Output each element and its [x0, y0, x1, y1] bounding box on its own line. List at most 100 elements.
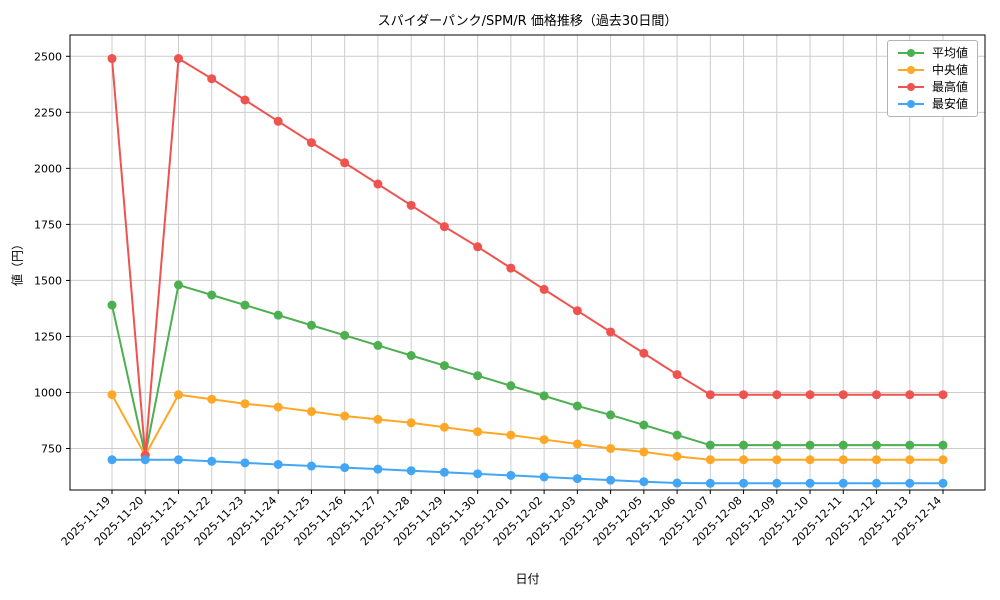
data-point-max — [539, 284, 549, 294]
data-point-median — [207, 394, 217, 404]
data-point-min — [373, 464, 383, 474]
data-point-min — [439, 467, 449, 477]
data-point-max — [772, 390, 782, 400]
legend-marker-min — [897, 100, 924, 108]
data-point-min — [273, 459, 283, 469]
y-tick-label: 1000 — [34, 387, 62, 400]
data-point-min — [772, 478, 782, 488]
series-line-average — [111, 283, 943, 457]
data-point-min — [240, 458, 250, 468]
data-point-max — [207, 74, 217, 84]
data-point-average — [838, 440, 848, 450]
data-point-max — [506, 263, 516, 273]
data-point-min — [539, 472, 549, 482]
data-point-median — [639, 447, 649, 457]
data-point-median — [173, 390, 183, 400]
data-point-average — [705, 440, 715, 450]
data-point-min — [406, 466, 416, 476]
data-point-min — [140, 455, 150, 465]
data-point-min — [905, 478, 915, 488]
y-axis-ticks: 750 1000 1250 1500 1750 2000 2250 2500 — [34, 50, 70, 456]
data-point-median — [872, 455, 882, 465]
legend-marker-average — [897, 49, 924, 57]
data-point-median — [506, 430, 516, 440]
data-point-median — [473, 427, 483, 437]
data-point-min — [838, 478, 848, 488]
legend-label-average: 平均値 — [931, 46, 968, 60]
data-point-median — [606, 444, 616, 454]
data-point-max — [173, 54, 183, 64]
series-line-max — [111, 57, 943, 457]
data-point-max — [473, 242, 483, 252]
data-point-min — [938, 478, 948, 488]
data-point-average — [905, 440, 915, 450]
data-point-average — [772, 440, 782, 450]
y-tick-label: 1750 — [34, 218, 62, 231]
y-tick-label: 2250 — [34, 106, 62, 119]
data-point-average — [473, 371, 483, 381]
data-point-max — [705, 390, 715, 400]
y-tick-label: 750 — [41, 443, 62, 456]
data-point-average — [872, 440, 882, 450]
y-tick-label: 1250 — [34, 330, 62, 343]
data-point-max — [606, 327, 616, 337]
grid-lines — [70, 35, 985, 490]
data-point-min — [107, 455, 117, 465]
data-point-median — [805, 455, 815, 465]
data-point-min — [572, 474, 582, 484]
data-point-max — [439, 222, 449, 232]
data-point-median — [539, 435, 549, 445]
data-point-median — [838, 455, 848, 465]
data-point-min — [639, 477, 649, 487]
data-point-max — [872, 390, 882, 400]
x-axis-label: 日付 — [515, 572, 540, 586]
y-tick-label: 1500 — [34, 274, 62, 287]
data-point-min — [872, 478, 882, 488]
data-point-max — [406, 200, 416, 210]
data-point-average — [672, 430, 682, 440]
data-point-min — [306, 461, 316, 471]
data-point-median — [306, 407, 316, 417]
data-point-median — [439, 422, 449, 432]
data-point-min — [473, 469, 483, 479]
data-point-average — [506, 381, 516, 391]
data-point-average — [805, 440, 815, 450]
data-point-average — [639, 420, 649, 430]
legend-item-average: 平均値 — [897, 47, 968, 59]
data-point-median — [938, 455, 948, 465]
data-point-median — [705, 455, 715, 465]
data-point-average — [938, 440, 948, 450]
data-point-max — [340, 158, 350, 168]
data-point-average — [273, 310, 283, 320]
legend-marker-median — [897, 66, 924, 74]
data-point-median — [672, 451, 682, 461]
data-point-min — [340, 463, 350, 473]
data-point-max — [273, 116, 283, 126]
data-point-average — [539, 391, 549, 401]
data-point-average — [340, 330, 350, 340]
series-line-min — [112, 458, 943, 485]
data-point-min — [705, 478, 715, 488]
y-tick-label: 2000 — [34, 162, 62, 175]
data-point-median — [340, 411, 350, 421]
data-point-max — [938, 390, 948, 400]
legend-marker-max — [897, 83, 924, 91]
data-point-average — [240, 300, 250, 310]
legend-label-min: 最安値 — [931, 97, 968, 111]
y-tick-label: 2500 — [34, 50, 62, 63]
series-min — [107, 455, 948, 488]
data-point-min — [506, 470, 516, 480]
data-point-max — [306, 138, 316, 148]
legend-item-median: 中央値 — [897, 64, 968, 76]
data-point-max — [240, 95, 250, 105]
data-point-average — [439, 361, 449, 371]
data-point-max — [572, 306, 582, 316]
series-median — [107, 390, 948, 465]
data-point-median — [772, 455, 782, 465]
data-point-max — [107, 54, 117, 64]
data-point-min — [207, 456, 217, 466]
legend-item-min: 最安値 — [897, 98, 968, 110]
data-point-median — [572, 439, 582, 449]
